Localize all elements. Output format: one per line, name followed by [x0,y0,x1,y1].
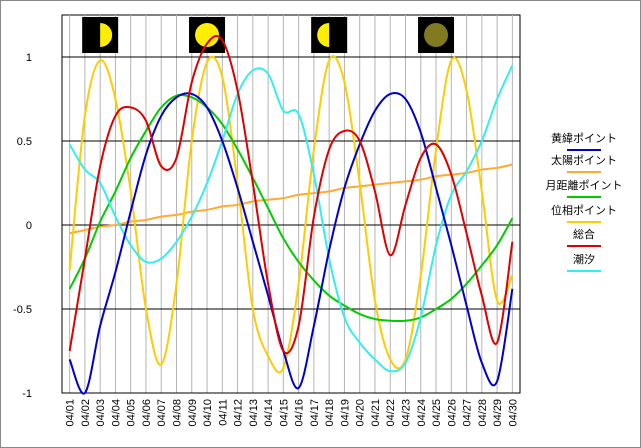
x-tick-label: 04/12 [233,399,245,427]
y-tick-label: 1 [26,52,32,64]
y-tick-label: -0.5 [13,304,32,316]
series-line-0 [68,91,514,395]
x-tick-labels: 04/01 04/02 04/03 04/04 04/05 04/06 04/07 04/08… [65,399,520,427]
x-tick-label: 04/05 [126,399,138,427]
x-tick-label: 04/21 [370,399,382,427]
y-tick-label: -1 [22,388,32,400]
x-tick-label: 04/03 [95,399,107,427]
x-tick-label: 04/29 [492,399,504,427]
legend-label: 太陽ポイント [551,154,617,167]
series-line-5 [68,64,514,373]
x-tick-label: 04/18 [324,399,336,427]
x-tick-label: 04/10 [202,399,214,427]
legend-label: 位相ポイント [551,203,617,217]
series-line-2 [68,93,514,323]
series-line-4 [68,34,514,355]
y-tick-labels: 1 0.5 0 -0.5 -1 [13,52,32,400]
legend-label: 黄緯ポイント [551,131,617,145]
x-tick-label: 04/11 [217,399,229,426]
x-tick-label: 04/09 [187,399,199,427]
last-quarter-icon [311,17,348,53]
x-tick-label: 04/17 [309,399,321,427]
full-moon-icon [189,17,226,53]
x-tick-label: 04/25 [431,399,443,427]
x-tick-label: 04/22 [385,399,397,427]
x-tick-label: 04/16 [294,399,306,427]
horizontal-grid [62,56,520,394]
x-tick-label: 04/20 [355,399,367,427]
x-tick-label: 04/19 [339,399,351,427]
x-tick-label: 04/07 [156,399,168,427]
moon-phase-icons [82,17,455,53]
y-tick-label: 0 [26,220,32,232]
x-tick-label: 04/28 [477,399,489,427]
x-tick-label: 04/27 [462,399,474,427]
x-tick-label: 04/30 [507,399,519,427]
x-tick-label: 04/04 [110,399,122,427]
x-tick-label: 04/26 [446,399,458,427]
x-tick-label: 04/01 [65,399,77,427]
series-lines [68,34,514,395]
y-tick-label: 0.5 [17,136,32,148]
x-tick-label: 04/15 [278,399,290,427]
legend-label: 潮汐 [573,252,595,266]
x-tick-label: 04/13 [248,399,260,427]
legend-label: 総合 [573,227,595,241]
series-line-1 [69,163,513,235]
legend-label: 月距離ポイント [546,178,623,192]
first-quarter-icon [82,17,119,53]
x-tick-label: 04/14 [263,399,275,427]
series-line-3 [68,55,514,374]
x-tick-label: 04/02 [80,399,92,427]
x-tick-label: 04/23 [401,399,413,427]
new-moon-icon [418,17,455,53]
x-tick-label: 04/08 [172,399,184,427]
x-tick-label: 04/06 [141,399,153,427]
x-tick-label: 04/24 [416,399,428,427]
